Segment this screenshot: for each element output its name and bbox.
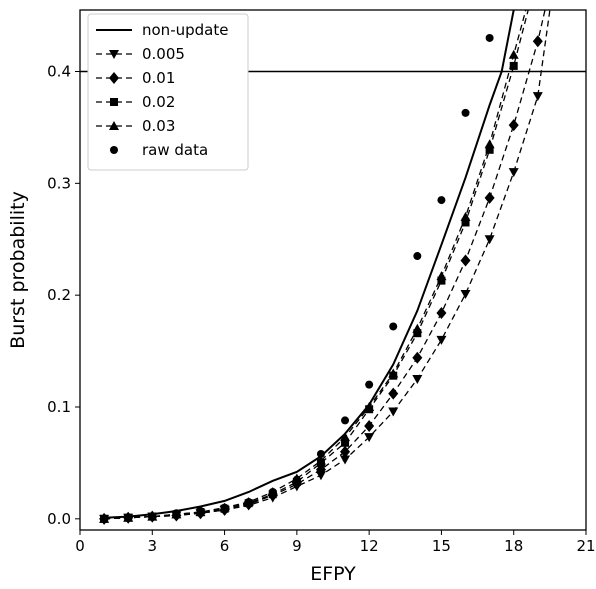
data-point-0-005 (340, 455, 351, 465)
plot-content (80, 10, 586, 525)
y-tick-label: 0.3 (47, 174, 71, 192)
data-point-0-03 (315, 455, 326, 465)
data-point-0-02 (461, 218, 470, 227)
legend-marker-0-01 (109, 72, 119, 84)
data-point-0-03 (508, 49, 519, 59)
data-point-raw-data (292, 475, 301, 484)
data-point-raw-data (485, 33, 494, 42)
x-tick-label: 15 (432, 537, 451, 555)
data-point-0-005 (484, 235, 495, 245)
y-tick-label: 0.0 (47, 510, 71, 528)
data-point-0-03 (340, 432, 351, 442)
axes-frame (79, 9, 587, 531)
data-point-raw-data (341, 416, 350, 425)
y-tick-label: 0.2 (47, 286, 71, 304)
data-point-0-005 (388, 407, 399, 417)
data-point-raw-data (389, 322, 398, 331)
data-point-0-005 (412, 375, 423, 385)
x-tick-label: 9 (292, 537, 302, 555)
data-point-raw-data (244, 498, 253, 507)
data-point-0-02 (437, 276, 446, 285)
data-point-0-03 (460, 211, 471, 221)
legend-label-0-02: 0.02 (142, 93, 175, 111)
data-point-0-02 (413, 329, 422, 338)
data-point-raw-data (316, 449, 325, 458)
legend-label-raw-data: raw data (142, 141, 208, 159)
data-point-raw-data (100, 514, 109, 523)
legend-label-0-03: 0.03 (142, 117, 175, 135)
data-point-raw-data (413, 252, 422, 261)
data-point-raw-data (365, 380, 374, 389)
data-point-0-02 (485, 145, 494, 154)
data-point-0-01 (340, 445, 351, 458)
data-point-0-01 (484, 191, 495, 204)
data-point-0-01 (364, 420, 375, 432)
data-point-0-005 (508, 168, 519, 178)
data-point-raw-data (172, 509, 181, 518)
data-point-raw-data (437, 196, 446, 205)
legend: non-update 0.005 0.01 0.02 0.03 raw data (87, 13, 249, 171)
axes: 0 3 6 9 12 15 18 21 0.0 0.1 0.2 0.3 0.4 EFPY Burst pro… (7, 9, 596, 585)
data-point-0-03 (388, 368, 399, 378)
data-point-0-005 (460, 290, 471, 300)
data-point-0-01 (460, 254, 471, 267)
x-tick-label: 3 (148, 537, 158, 555)
data-point-0-03 (484, 139, 495, 149)
data-point-raw-data (268, 487, 277, 496)
legend-box (87, 13, 249, 171)
x-tick-label: 6 (220, 537, 230, 555)
x-tick-label: 0 (75, 537, 85, 555)
data-point-raw-data (220, 503, 229, 512)
data-point-0-03 (436, 271, 447, 281)
data-point-raw-data (124, 513, 133, 522)
legend-marker-0-03 (109, 121, 119, 130)
data-point-0-02 (341, 438, 350, 447)
data-point-0-005 (532, 92, 543, 102)
legend-label-0-005: 0.005 (142, 45, 185, 63)
y-tick-label: 0.1 (47, 398, 71, 416)
y-axis-label: Burst probability (7, 191, 29, 349)
data-point-raw-data (196, 506, 205, 515)
legend-marker-0-005 (109, 50, 119, 59)
data-point-0-005 (364, 433, 375, 443)
data-point-0-005 (436, 335, 447, 345)
legend-marker-raw-data (110, 146, 118, 154)
legend-label-0-01: 0.01 (142, 69, 175, 87)
data-point-raw-data (148, 512, 157, 521)
x-tick-label: 18 (504, 537, 523, 555)
data-point-0-01 (532, 35, 543, 48)
data-point-0-005 (315, 471, 326, 481)
y-tick-label: 0.4 (47, 63, 71, 81)
series-line-0-01 (104, 10, 546, 520)
data-point-0-02 (509, 61, 518, 70)
data-point-0-01 (388, 387, 399, 400)
data-point-0-01 (412, 351, 423, 364)
plot-area (80, 10, 586, 525)
x-axis-label: EFPY (310, 563, 356, 585)
data-point-0-01 (436, 307, 447, 320)
data-point-0-03 (364, 401, 375, 411)
data-point-0-01 (508, 119, 519, 132)
legend-marker-0-02 (110, 98, 118, 106)
x-tick-label: 12 (360, 537, 379, 555)
data-point-0-03 (412, 323, 423, 333)
legend-label-non-update: non-update (142, 21, 228, 39)
x-tick-label: 21 (576, 537, 595, 555)
data-point-raw-data (461, 108, 470, 117)
